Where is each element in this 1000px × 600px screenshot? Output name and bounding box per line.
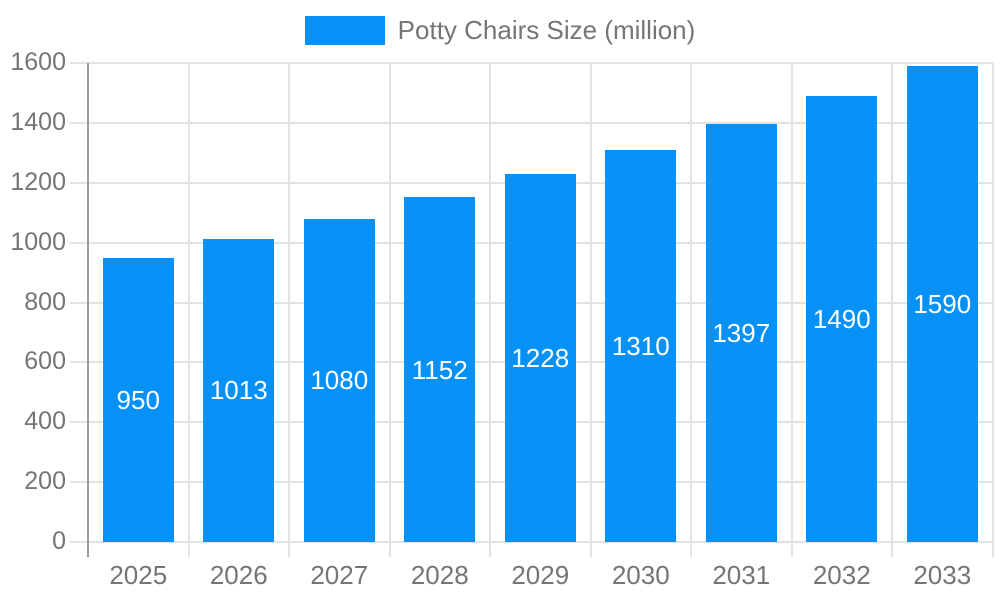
y-gridline (70, 62, 993, 64)
bar-value-label: 950 (116, 384, 160, 415)
x-axis-tick-label: 2033 (913, 560, 972, 590)
bar-value-label: 1152 (411, 354, 468, 385)
y-axis-tick-label: 1000 (10, 227, 66, 256)
legend-label: Potty Chairs Size (million) (397, 15, 696, 45)
bar-value-label: 1228 (511, 343, 570, 374)
x-gridline (991, 63, 994, 557)
bar[interactable] (806, 95, 878, 542)
x-axis-tick-label: 2029 (511, 560, 570, 590)
x-gridline (790, 63, 793, 557)
x-gridline (891, 63, 893, 557)
y-axis-tick-label: 1600 (10, 48, 66, 76)
x-gridline (589, 63, 592, 557)
x-gridline (690, 63, 692, 557)
x-axis-tick-label: 2030 (611, 560, 670, 590)
x-gridline (388, 63, 391, 557)
legend[interactable]: Potty Chairs Size (million) (0, 15, 1000, 46)
x-axis-tick-label: 2027 (310, 560, 369, 590)
x-axis-tick-label: 2026 (209, 560, 268, 590)
x-axis-tick-label: 2031 (712, 560, 771, 590)
y-gridline (70, 541, 993, 543)
y-axis-tick-label: 0 (52, 527, 66, 555)
x-axis-tick-label: 2032 (812, 560, 871, 590)
bar-value-label: 1397 (712, 317, 771, 348)
legend-swatch-icon (304, 16, 385, 45)
y-axis-tick-label: 800 (24, 287, 66, 316)
bar-value-label: 1490 (812, 303, 871, 334)
y-gridline (70, 121, 993, 124)
bar-value-label: 1310 (611, 330, 670, 361)
x-axis-tick-label: 2028 (410, 560, 469, 590)
x-gridline (489, 63, 491, 557)
bar[interactable] (404, 197, 476, 542)
y-axis-tick-label: 400 (24, 407, 66, 436)
y-axis-tick-label: 600 (24, 347, 66, 376)
bar[interactable] (203, 238, 275, 542)
bar-value-label: 1590 (913, 288, 972, 319)
y-axis-tick-label: 200 (24, 467, 66, 496)
bar[interactable] (303, 218, 375, 542)
y-axis-tick-label: 1400 (10, 107, 66, 136)
x-axis-tick-label: 2025 (109, 560, 168, 590)
y-axis-line (87, 63, 89, 557)
bar[interactable] (504, 174, 576, 542)
x-gridline (288, 63, 290, 557)
bar[interactable] (605, 149, 677, 542)
x-gridline (187, 63, 190, 557)
bar-value-label: 1013 (209, 375, 268, 406)
bar[interactable] (705, 123, 777, 542)
bar-value-label: 1080 (310, 365, 369, 396)
y-axis-tick-label: 1200 (10, 167, 66, 196)
bar[interactable] (906, 65, 978, 542)
bar[interactable] (102, 257, 174, 542)
